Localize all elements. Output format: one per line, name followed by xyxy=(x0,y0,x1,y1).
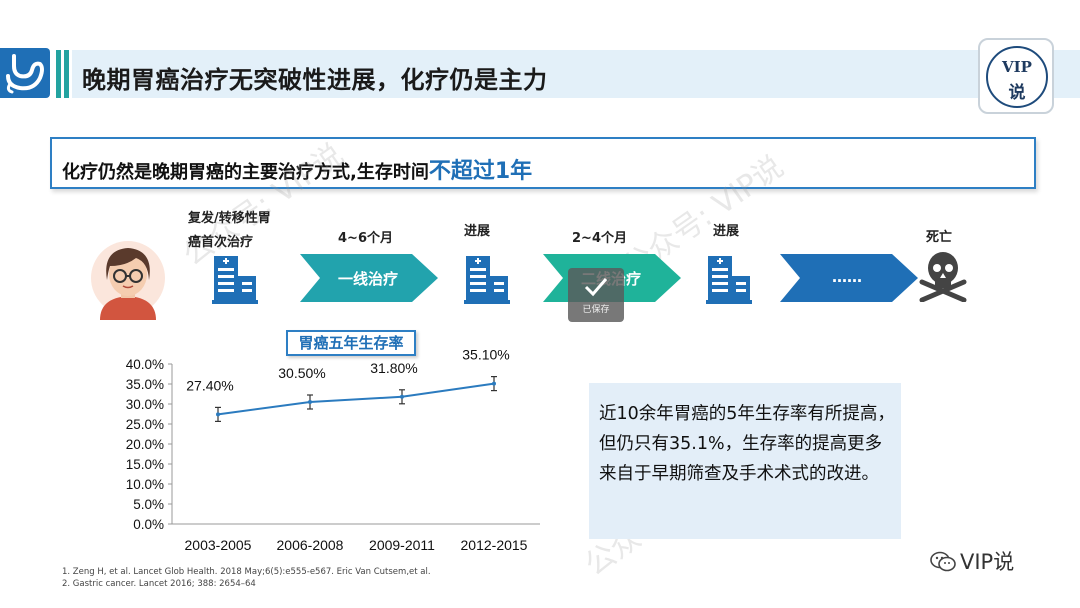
data-point xyxy=(308,400,312,404)
hospital-icon xyxy=(464,256,510,304)
header-stripes xyxy=(56,50,70,98)
references: 1. Zeng H, et al. Lancet Glob Health. 20… xyxy=(62,566,431,590)
death-label: 死亡 xyxy=(926,230,953,245)
progress-label-2: 进展 xyxy=(713,224,740,239)
page-title: 晚期胃癌治疗无突破性进展，化疗仍是主力 xyxy=(82,66,548,94)
y-tick-label: 25.0% xyxy=(126,417,164,432)
y-tick-label: 5.0% xyxy=(133,497,164,512)
y-tick-label: 15.0% xyxy=(126,457,164,472)
survival-chart: 0.0% 5.0% 10.0% 15.0% 20.0% 25.0% 30.0% 35.0% 40… xyxy=(126,350,540,553)
saved-toast: 已保存 xyxy=(568,268,624,322)
brand-text: VIP说 xyxy=(960,550,1015,574)
vip-seal-line2: 说 xyxy=(1008,83,1026,103)
first-line-label: 一线治疗 xyxy=(338,270,399,288)
y-tick-label: 0.0% xyxy=(133,517,164,532)
key-message: 化疗仍然是晚期胃癌的主要治疗方式,生存时间不超过1年 xyxy=(62,153,532,185)
key-message-text: 化疗仍然是晚期胃癌的主要治疗方式,生存时间 xyxy=(62,162,429,183)
y-tick-label: 35.0% xyxy=(126,377,164,392)
y-tick-label: 30.0% xyxy=(126,397,164,412)
y-tick-label: 10.0% xyxy=(126,477,164,492)
patient-avatar xyxy=(91,241,165,320)
y-tick-label: 40.0% xyxy=(126,357,164,372)
hospital-icon xyxy=(706,256,752,304)
data-label: 31.80% xyxy=(370,360,417,376)
x-tick-label: 2003-2005 xyxy=(185,537,252,553)
x-tick-label: 2009-2011 xyxy=(369,537,435,553)
later-line-arrow xyxy=(780,254,918,302)
data-label: 30.50% xyxy=(278,365,325,381)
vip-seal: VIP 说 xyxy=(986,46,1048,108)
data-label: 27.40% xyxy=(186,377,233,393)
skull-icon xyxy=(919,252,967,302)
first-treatment-label-2: 癌首次治疗 xyxy=(188,235,254,250)
note-text: 近10余年胃癌的5年生存率有所提高，但仍只有35.1%，生存率的提高更多来自于早… xyxy=(599,404,895,484)
key-message-box: 化疗仍然是晚期胃癌的主要治疗方式,生存时间不超过1年 xyxy=(50,137,1036,189)
saved-toast-text: 已保存 xyxy=(582,305,610,315)
x-tick-label: 2006-2008 xyxy=(277,537,344,553)
note-box: 近10余年胃癌的5年生存率有所提高，但仍只有35.1%，生存率的提高更多来自于早… xyxy=(589,383,901,539)
x-tick-label: 2012-2015 xyxy=(461,537,528,553)
chart-title: 胃癌五年生存率 xyxy=(286,330,416,356)
data-label: 35.10% xyxy=(462,350,509,363)
key-message-highlight: 不超过1年 xyxy=(428,159,533,184)
y-tick-label: 20.0% xyxy=(126,437,164,452)
data-point xyxy=(492,381,496,386)
brand-mark: VIP说 xyxy=(930,546,1014,576)
stomach-icon xyxy=(6,54,44,94)
vip-seal-line1: VIP xyxy=(1002,58,1032,76)
later-line-label: …… xyxy=(832,268,862,286)
check-icon xyxy=(584,278,608,297)
stomach-logo xyxy=(0,48,50,98)
series-line xyxy=(217,382,495,416)
data-point xyxy=(216,412,220,417)
reference-2: 2. Gastric cancer. Lancet 2016; 388: 265… xyxy=(62,579,256,589)
slide-header: 晚期胃癌治疗无突破性进展，化疗仍是主力 xyxy=(0,48,1080,102)
period-second-line: 2~4个月 xyxy=(572,231,627,246)
data-point xyxy=(400,394,404,399)
first-line-arrow xyxy=(300,254,438,302)
first-treatment-label-1: 复发/转移性胃 xyxy=(188,211,271,226)
header-band xyxy=(72,50,1080,98)
hospital-icon xyxy=(212,256,258,304)
progress-label-1: 进展 xyxy=(464,224,491,239)
wechat-icon xyxy=(930,551,956,572)
reference-1: 1. Zeng H, et al. Lancet Glob Health. 20… xyxy=(62,567,431,577)
vip-badge: VIP 说 xyxy=(978,38,1054,114)
period-first-line: 4~6个月 xyxy=(338,231,393,246)
